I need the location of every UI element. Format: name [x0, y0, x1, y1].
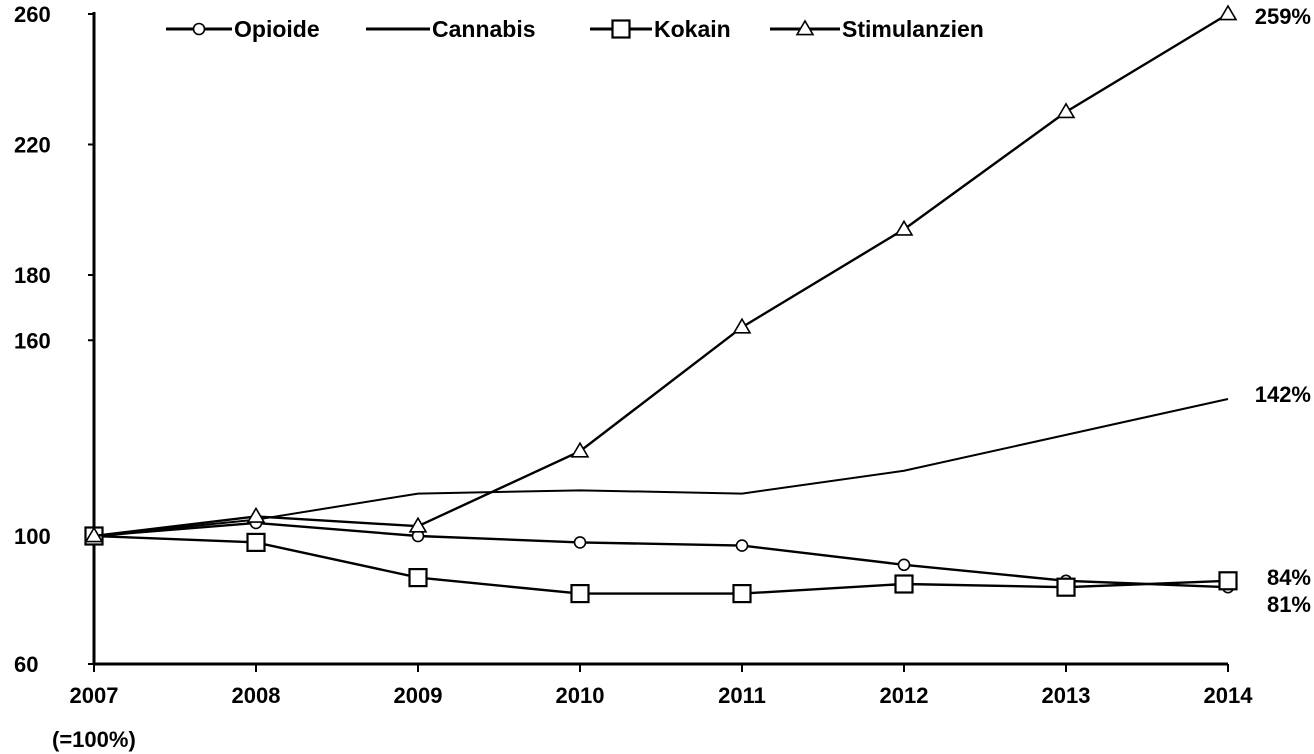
end-labels: 81% 142% 84% 259% [1255, 4, 1311, 617]
series-cannabis [93, 397, 1229, 537]
x-tick-label: 2008 [232, 683, 281, 708]
x-tick-label: 2009 [394, 683, 443, 708]
end-label-stimulanzien: 259% [1255, 4, 1311, 29]
legend-label: Opioide [234, 16, 320, 42]
y-tick-label: 260 [14, 2, 51, 27]
series-line [93, 397, 1229, 537]
circle-marker [897, 558, 911, 572]
square-marker [570, 583, 590, 604]
x-tick-label: 2012 [880, 683, 929, 708]
triangle-marker [795, 19, 815, 36]
square-marker [1218, 571, 1238, 591]
series-line [93, 12, 1229, 538]
base-year-note: (=100%) [52, 727, 136, 752]
y-tick-label: 180 [14, 263, 51, 288]
end-label-kokain: 84% [1267, 565, 1311, 590]
triangle-marker [732, 317, 752, 334]
legend-item-kokain: Kokain [590, 16, 731, 42]
triangle-marker [894, 219, 914, 236]
y-tick-label: 100 [14, 524, 51, 549]
axes: 60 100 160 180 220 260 2007 2008 2009 2010 2011 201… [14, 2, 1253, 708]
end-label-cannabis: 142% [1255, 382, 1311, 407]
legend-item-stimulanzien: Stimulanzien [770, 16, 984, 42]
square-marker [894, 574, 914, 594]
circle-marker [192, 22, 206, 36]
x-tick-label: 2014 [1204, 683, 1254, 708]
triangle-marker [408, 516, 428, 533]
x-tick-label: 2013 [1042, 683, 1091, 708]
y-tick-label: 160 [14, 328, 51, 353]
legend-item-cannabis: Cannabis [366, 16, 536, 42]
series-stimulanzien [84, 4, 1238, 543]
triangle-marker [570, 441, 590, 458]
y-tick-label: 60 [14, 652, 38, 677]
square-marker [408, 567, 428, 588]
square-marker [732, 583, 752, 604]
triangle-marker [84, 526, 104, 543]
series-line [93, 534, 1229, 595]
series-kokain [84, 526, 1238, 604]
end-label-opioide: 81% [1267, 592, 1311, 617]
series-line [93, 521, 1229, 589]
x-tick-label: 2007 [70, 683, 119, 708]
triangle-marker [1056, 102, 1076, 119]
triangle-marker [246, 506, 266, 523]
series-layer [84, 4, 1238, 604]
circle-marker [573, 536, 587, 549]
y-tick-label: 220 [14, 133, 51, 158]
triangle-marker [1218, 4, 1238, 21]
legend-label: Cannabis [432, 16, 536, 42]
x-tick-label: 2011 [718, 683, 766, 708]
square-marker [246, 532, 266, 553]
legend-label: Kokain [654, 16, 731, 42]
legend-label: Stimulanzien [842, 16, 984, 42]
circle-marker [735, 539, 749, 552]
x-tick-label: 2010 [556, 683, 605, 708]
legend-item-opioide: Opioide [166, 16, 320, 42]
legend: Opioide Cannabis Kokain Stimulanzien [166, 16, 984, 42]
square-marker [1056, 577, 1076, 597]
square-marker [611, 19, 631, 39]
